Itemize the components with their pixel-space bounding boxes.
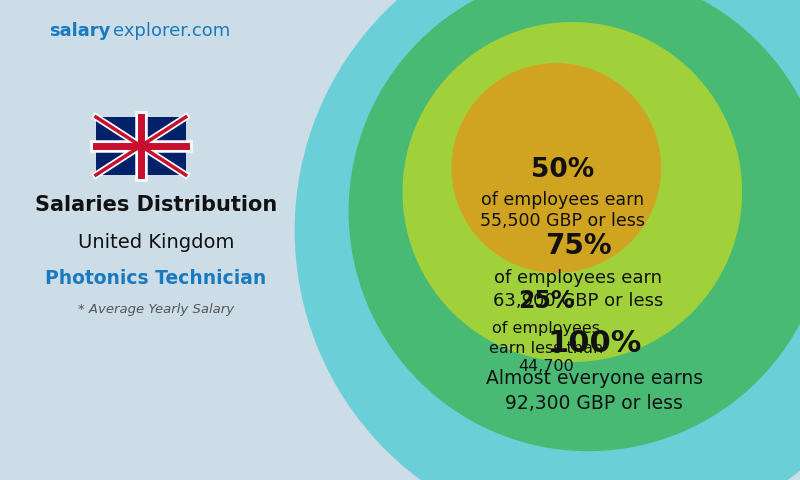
Text: of employees: of employees xyxy=(492,321,600,336)
Circle shape xyxy=(451,63,661,273)
Text: United Kingdom: United Kingdom xyxy=(78,232,234,252)
Text: 63,900 GBP or less: 63,900 GBP or less xyxy=(493,291,663,310)
Circle shape xyxy=(294,0,800,480)
Text: 92,300 GBP or less: 92,300 GBP or less xyxy=(506,394,683,413)
Text: Salaries Distribution: Salaries Distribution xyxy=(34,195,277,215)
Text: salary: salary xyxy=(50,22,111,40)
Text: explorer.com: explorer.com xyxy=(113,22,230,40)
Bar xyxy=(96,117,186,175)
Text: 25%: 25% xyxy=(518,289,574,313)
Text: of employees earn: of employees earn xyxy=(481,192,644,209)
Text: 55,500 GBP or less: 55,500 GBP or less xyxy=(480,212,645,230)
Text: of employees earn: of employees earn xyxy=(494,269,662,287)
Circle shape xyxy=(349,0,800,451)
Text: Almost everyone earns: Almost everyone earns xyxy=(486,369,703,388)
Text: * Average Yearly Salary: * Average Yearly Salary xyxy=(78,303,234,316)
Circle shape xyxy=(402,22,742,362)
Text: 44,700: 44,700 xyxy=(518,360,574,374)
Text: 100%: 100% xyxy=(547,329,642,358)
Text: Photonics Technician: Photonics Technician xyxy=(45,268,266,288)
Text: 50%: 50% xyxy=(530,157,594,183)
Text: 75%: 75% xyxy=(545,232,611,260)
Text: earn less than: earn less than xyxy=(489,341,603,356)
